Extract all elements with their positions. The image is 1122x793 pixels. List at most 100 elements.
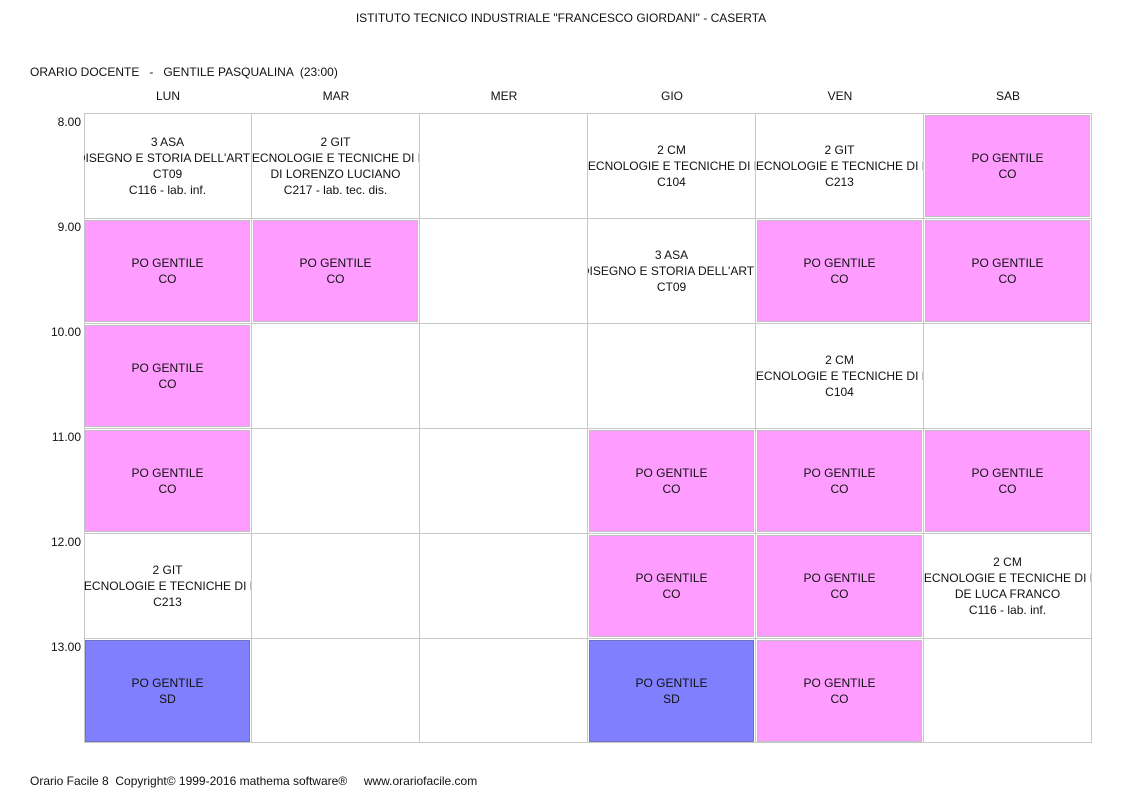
time-label: 11.00 (51, 430, 81, 444)
classroom: CT09 (152, 167, 183, 181)
co-teacher: DE LUCA FRANCO (954, 587, 1061, 601)
day-header-gio: GIO (660, 89, 683, 103)
slot-code: SD (159, 692, 176, 706)
grid-divider (84, 323, 1092, 324)
availability-cell-co[interactable]: PO GENTILE CO (85, 430, 250, 532)
slot-label: PO GENTILE (971, 466, 1044, 480)
class-code: 2 GIT (320, 135, 351, 149)
subject: TECNOLOGIE E TECNICHE DI R (924, 571, 1091, 585)
slot-code: CO (158, 377, 177, 391)
time-label: 12.00 (50, 535, 81, 549)
slot-label: PO GENTILE (635, 571, 708, 585)
subject: TECNOLOGIE E TECNICHE DI R (84, 579, 251, 593)
subject: TECNOLOGIE E TECNICHE DI R (756, 159, 923, 173)
grid-divider (84, 428, 1092, 429)
slot-label: PO GENTILE (131, 676, 204, 690)
class-code: 2 CM (825, 353, 854, 367)
availability-cell-co[interactable]: PO GENTILE CO (925, 220, 1090, 322)
slot-label: PO GENTILE (803, 676, 876, 690)
subject: DISEGNO E STORIA DELL'ARTE (84, 151, 251, 165)
availability-cell-co[interactable]: PO GENTILE CO (85, 220, 250, 322)
availability-cell-co[interactable]: PO GENTILE CO (757, 535, 922, 637)
availability-cell-sd[interactable]: PO GENTILE SD (589, 640, 754, 742)
grid-divider (84, 533, 1092, 534)
slot-code: CO (830, 587, 849, 601)
slot-code: CO (158, 272, 177, 286)
slot-code: CO (998, 272, 1017, 286)
slot-code: SD (663, 692, 680, 706)
room: C104 (825, 385, 854, 399)
slot-label: PO GENTILE (803, 466, 876, 480)
room: C213 (825, 175, 854, 189)
school-title: ISTITUTO TECNICO INDUSTRIALE "FRANCESCO … (355, 11, 767, 25)
day-header-lun: LUN (155, 89, 180, 103)
subject: TECNOLOGIE E TECNICHE DI R (756, 369, 923, 383)
slot-label: PO GENTILE (299, 256, 372, 270)
lesson-cell[interactable]: 2 CM TECNOLOGIE E TECNICHE DI R C104 (756, 324, 923, 428)
lesson-cell[interactable]: 2 CM TECNOLOGIE E TECNICHE DI R DE LUCA … (924, 534, 1091, 638)
class-code: 2 GIT (824, 143, 855, 157)
class-code: 2 CM (993, 555, 1022, 569)
room: C213 (153, 595, 182, 609)
subject: DISEGNO E STORIA DELL'ARTE (588, 264, 755, 278)
availability-cell-co[interactable]: PO GENTILE CO (925, 115, 1090, 217)
time-label: 10.00 (50, 325, 81, 339)
slot-label: PO GENTILE (635, 676, 708, 690)
availability-cell-co[interactable]: PO GENTILE CO (589, 535, 754, 637)
time-label: 9.00 (57, 220, 81, 234)
slot-label: PO GENTILE (803, 256, 876, 270)
availability-cell-co[interactable]: PO GENTILE CO (757, 220, 922, 322)
lesson-cell[interactable]: 2 GIT TECNOLOGIE E TECNICHE DI R C213 (756, 114, 923, 218)
co-teacher: DI LORENZO LUCIANO (270, 167, 401, 181)
slot-label: PO GENTILE (635, 466, 708, 480)
subject: TECNOLOGIE E TECNICHE DI R (588, 159, 755, 173)
slot-label: PO GENTILE (131, 361, 204, 375)
slot-code: CO (998, 482, 1017, 496)
time-label: 8.00 (57, 115, 81, 129)
teacher-schedule-title: ORARIO DOCENTE - GENTILE PASQUALINA (23:… (30, 65, 338, 79)
class-code: 3 ASA (150, 135, 185, 149)
time-label: 13.00 (50, 640, 81, 654)
room: C116 - lab. inf. (968, 603, 1047, 617)
subject: TECNOLOGIE E TECNICHE DI R (252, 151, 419, 165)
lesson-cell[interactable]: 3 ASA DISEGNO E STORIA DELL'ARTE CT09 (588, 219, 755, 323)
availability-cell-co[interactable]: PO GENTILE CO (253, 220, 418, 322)
classroom: CT09 (656, 280, 687, 294)
slot-label: PO GENTILE (971, 256, 1044, 270)
day-header-sab: SAB (995, 89, 1020, 103)
slot-label: PO GENTILE (131, 256, 204, 270)
grid-divider (84, 638, 1092, 639)
lesson-cell[interactable]: 2 CM TECNOLOGIE E TECNICHE DI R C104 (588, 114, 755, 218)
day-header-ven: VEN (827, 89, 853, 103)
availability-cell-co[interactable]: PO GENTILE CO (589, 430, 754, 532)
slot-code: CO (326, 272, 345, 286)
availability-cell-co[interactable]: PO GENTILE CO (85, 325, 250, 427)
slot-label: PO GENTILE (803, 571, 876, 585)
slot-label: PO GENTILE (131, 466, 204, 480)
slot-code: CO (998, 167, 1017, 181)
day-header-mer: MER (490, 89, 518, 103)
availability-cell-co[interactable]: PO GENTILE CO (925, 430, 1090, 532)
class-code: 3 ASA (654, 248, 689, 262)
availability-cell-co[interactable]: PO GENTILE CO (757, 640, 922, 742)
slot-label: PO GENTILE (971, 151, 1044, 165)
slot-code: CO (662, 482, 681, 496)
class-code: 2 CM (657, 143, 686, 157)
lesson-cell[interactable]: 2 GIT TECNOLOGIE E TECNICHE DI R DI LORE… (252, 114, 419, 218)
slot-code: CO (830, 692, 849, 706)
day-header-mar: MAR (322, 89, 350, 103)
grid-divider (84, 218, 1092, 219)
lesson-cell[interactable]: 2 GIT TECNOLOGIE E TECNICHE DI R C213 (84, 534, 251, 638)
footer-copyright: Orario Facile 8 Copyright© 1999-2016 mat… (30, 774, 478, 788)
slot-code: CO (662, 587, 681, 601)
room: C104 (657, 175, 686, 189)
room: C217 - lab. tec. dis. (283, 183, 388, 197)
availability-cell-sd[interactable]: PO GENTILE SD (85, 640, 250, 742)
slot-code: CO (158, 482, 177, 496)
room: C116 - lab. inf. (128, 183, 207, 197)
slot-code: CO (830, 482, 849, 496)
slot-code: CO (830, 272, 849, 286)
lesson-cell[interactable]: 3 ASA DISEGNO E STORIA DELL'ARTE CT09 C1… (84, 114, 251, 218)
availability-cell-co[interactable]: PO GENTILE CO (757, 430, 922, 532)
class-code: 2 GIT (152, 563, 183, 577)
